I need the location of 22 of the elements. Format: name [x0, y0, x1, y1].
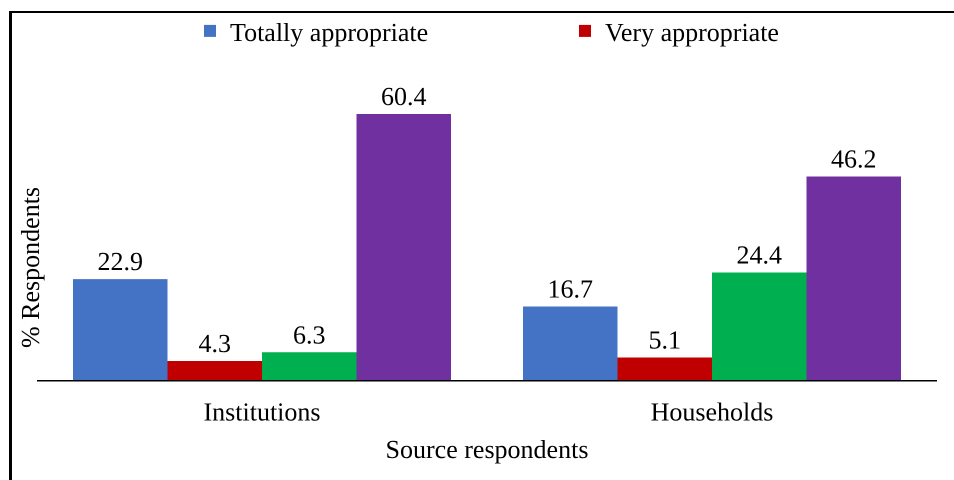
- x-axis-title: Source respondents: [386, 435, 588, 464]
- y-axis-title: % Respondents: [16, 186, 45, 348]
- bar: [806, 176, 901, 380]
- bar: [168, 361, 262, 380]
- data-label: 24.4: [736, 240, 782, 270]
- data-label: 6.3: [293, 320, 326, 350]
- bar: [73, 279, 168, 380]
- legend-label: Very appropriate: [605, 18, 779, 48]
- data-label: 22.9: [98, 247, 143, 276]
- data-label: 5.1: [648, 326, 681, 355]
- bar: [356, 114, 451, 380]
- bar: [523, 306, 618, 380]
- data-label: 4.3: [198, 329, 231, 358]
- data-label: 16.7: [548, 274, 593, 304]
- x-tick-label: Institutions: [203, 398, 321, 427]
- data-label: 46.2: [831, 144, 876, 174]
- data-label: 60.4: [381, 82, 426, 111]
- legend-label: Totally appropriate: [230, 18, 428, 48]
- x-tick-label: Households: [650, 398, 774, 427]
- bar: [618, 358, 712, 380]
- bar: [712, 272, 806, 380]
- bar: [262, 352, 356, 380]
